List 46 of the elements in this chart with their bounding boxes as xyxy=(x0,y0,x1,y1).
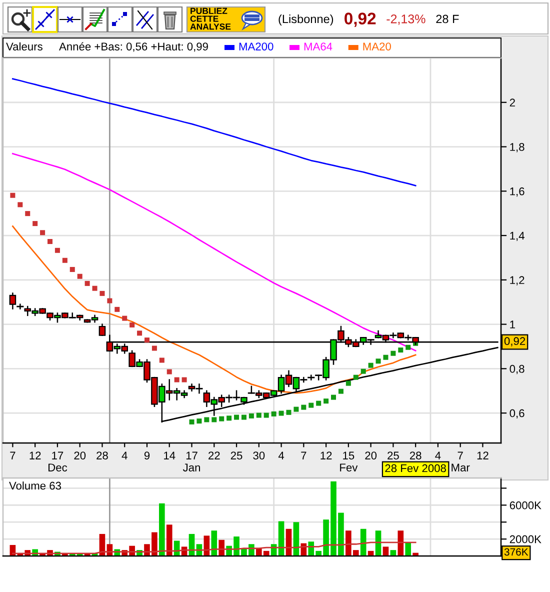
text: 28 Fev 2008 xyxy=(385,464,446,472)
y-tick-label: 2 xyxy=(510,98,515,106)
x-tick-label: 7 xyxy=(10,452,16,460)
text: PUBLIEZ CETTE ANALYSE xyxy=(190,8,231,30)
x-tick-label: 4 xyxy=(278,452,284,460)
text: 28 F xyxy=(436,14,459,24)
x-tick-label: 25 xyxy=(388,452,399,460)
annotation: 0,92 xyxy=(504,337,526,346)
legend-title: Valeurs xyxy=(6,42,42,50)
y-tick-label: 1 xyxy=(510,320,515,328)
x-tick-label: 7 Mar xyxy=(452,452,470,472)
x-tick-label: 12 xyxy=(477,452,488,460)
x-tick-label: 25 xyxy=(230,452,242,460)
x-tick-label: 17 Jan xyxy=(182,452,200,472)
text: 0,92 xyxy=(344,12,376,27)
x-tick-label: 28 xyxy=(96,452,108,460)
text: Année +Bas: 0,56 +Haut: 0,99 xyxy=(59,42,208,52)
x-tick-label: 12 xyxy=(320,452,332,460)
y-tick-label: 0,8 xyxy=(510,364,524,374)
x-tick-label: 17 Dec xyxy=(48,452,68,472)
x-tick-label: 9 xyxy=(144,452,150,460)
y-tick-label: 6000K xyxy=(510,501,542,510)
x-tick-label: 7 xyxy=(301,452,306,460)
x-tick-label: 20 xyxy=(74,452,86,460)
x-tick-label: 4 xyxy=(435,452,441,460)
x-tick-label: 14 xyxy=(164,452,176,460)
y-tick-label: 1,2 xyxy=(510,276,524,286)
x-tick-label: 4 xyxy=(122,452,128,460)
x-tick-label: 22 xyxy=(208,452,220,460)
text: -2,13% xyxy=(386,14,426,25)
legend-label: MA200 xyxy=(239,42,274,50)
x-tick-label: 20 xyxy=(365,452,377,460)
x-tick-label: 15 Fev xyxy=(340,452,358,472)
legend-label: MA20 xyxy=(363,42,391,50)
y-tick-label: 0,6 xyxy=(510,409,524,418)
legend-label: MA64 xyxy=(304,42,332,50)
y-tick-label: 1,4 xyxy=(510,232,524,241)
x-tick-label: 12 xyxy=(30,452,41,460)
annotation: 376K xyxy=(504,548,528,556)
x-tick-label: 28 xyxy=(410,452,422,460)
chart-title: (Lisbonne) xyxy=(278,14,334,26)
y-tick-label: 1,8 xyxy=(510,143,524,152)
chart-title: Volume 63 xyxy=(9,482,61,490)
y-tick-label: 1,6 xyxy=(510,187,524,197)
x-tick-label: 30 xyxy=(253,452,265,460)
y-tick-label: 2000K xyxy=(510,535,542,544)
